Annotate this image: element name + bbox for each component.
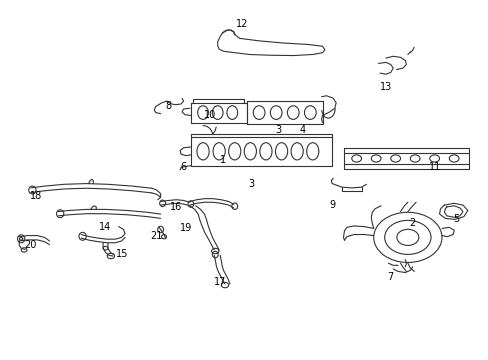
Text: 3: 3 <box>248 179 254 189</box>
Text: 13: 13 <box>379 82 391 92</box>
Text: 18: 18 <box>30 191 42 201</box>
Text: 10: 10 <box>204 111 216 121</box>
Text: 6: 6 <box>180 162 186 172</box>
Text: 7: 7 <box>387 272 393 282</box>
Text: 15: 15 <box>116 248 128 258</box>
Text: 20: 20 <box>24 239 36 249</box>
Text: 19: 19 <box>180 224 192 233</box>
Text: 3: 3 <box>275 125 281 135</box>
Text: 16: 16 <box>170 202 182 212</box>
Text: 4: 4 <box>299 125 305 135</box>
Text: 11: 11 <box>427 162 440 172</box>
Text: 8: 8 <box>165 102 172 112</box>
Text: 5: 5 <box>452 215 459 224</box>
Text: 21: 21 <box>150 231 163 240</box>
Text: 12: 12 <box>235 19 248 29</box>
Text: 14: 14 <box>99 222 111 231</box>
Text: 2: 2 <box>409 218 415 228</box>
Text: 1: 1 <box>219 155 225 165</box>
Text: 17: 17 <box>213 277 226 287</box>
Text: 9: 9 <box>328 200 335 210</box>
